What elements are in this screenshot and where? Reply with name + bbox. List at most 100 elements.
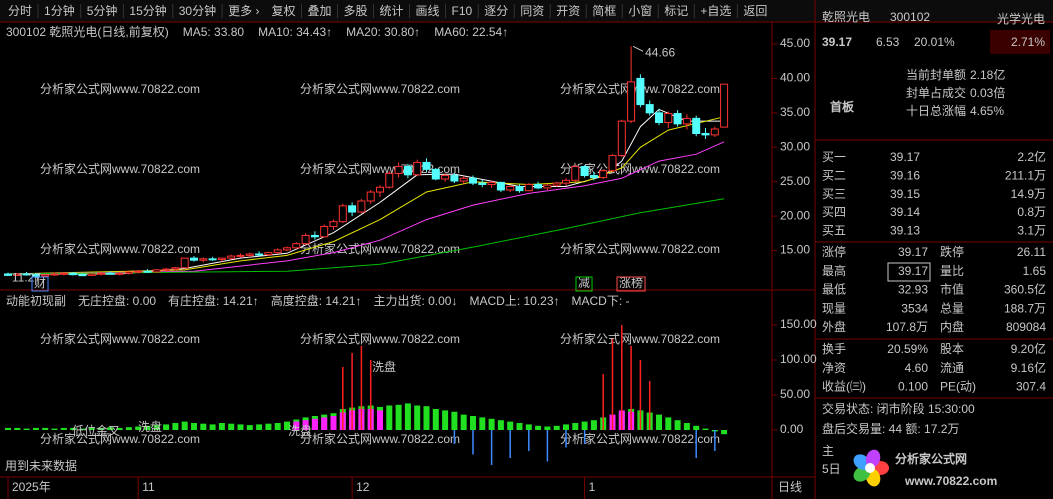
indicator-bar <box>5 427 11 430</box>
toolbar-button[interactable]: 15分钟 <box>129 3 166 18</box>
date-label: 1 <box>589 480 596 494</box>
stat-value: 20.59% <box>887 342 928 356</box>
toolbar-button[interactable]: 同资 <box>520 4 544 18</box>
toolbar-button[interactable]: 简框 <box>592 4 616 18</box>
logo-url: www.70822.com <box>904 474 997 488</box>
book-volume: 211.1万 <box>1005 168 1046 182</box>
stat-label: 最高 <box>822 263 846 278</box>
candle-body <box>394 166 403 174</box>
seal-value: 2.18亿 <box>970 67 1005 82</box>
candle-body <box>310 234 319 238</box>
indicator-bar <box>237 424 244 430</box>
seal-value: 4.65% <box>970 104 1004 118</box>
indicator-label: 用到未来数据 <box>5 458 77 473</box>
toolbar-button[interactable]: 分时 <box>8 4 32 18</box>
candle-body <box>50 273 59 276</box>
indicator-bar <box>246 425 253 430</box>
change-pct: 20.01% <box>914 35 955 49</box>
indicator-bar <box>544 426 551 430</box>
candle-body <box>97 272 105 275</box>
toolbar-button[interactable]: 30分钟 <box>179 3 216 18</box>
candle-body <box>190 257 198 261</box>
candle-body <box>403 166 412 176</box>
low-label: 11.27 <box>12 270 41 284</box>
indicator-bar <box>656 414 662 430</box>
indicator-bar <box>284 421 290 430</box>
indicator-bar <box>302 420 309 430</box>
candle-body <box>78 274 87 277</box>
candle-body <box>22 273 31 276</box>
indicator-bar <box>107 427 114 430</box>
indicator-bar <box>42 427 49 430</box>
candle-body <box>673 113 682 125</box>
indicator-bar <box>70 427 77 430</box>
indicator-bar <box>525 424 532 430</box>
indicator-bar <box>153 425 160 430</box>
candle-body <box>431 168 440 180</box>
stat-label: 净资 <box>822 361 846 375</box>
candle-body <box>441 175 450 180</box>
toolbar-button[interactable]: 1分钟 <box>44 3 75 18</box>
indicator-bar <box>674 420 681 430</box>
toolbar-button[interactable]: 开资 <box>556 4 580 18</box>
toolbar-button[interactable]: 标记 <box>664 4 688 18</box>
watermark: 分析家公式网www.70822.com <box>40 161 200 176</box>
candle-body <box>264 252 273 256</box>
toolbar-button[interactable]: 复权 <box>271 4 295 18</box>
toolbar-button[interactable]: +自选 <box>700 4 731 18</box>
indicator-bar <box>274 423 281 430</box>
candle-body <box>478 182 487 185</box>
indicator-bar <box>395 404 402 430</box>
sector-box[interactable] <box>990 30 1050 54</box>
indicator-bar <box>665 417 672 430</box>
indicator-bar <box>144 425 151 430</box>
indicator-bar <box>293 421 300 430</box>
candle-body <box>143 270 152 273</box>
candle-body <box>580 166 589 177</box>
indicator-bar <box>639 360 642 430</box>
toolbar-button[interactable]: 5分钟 <box>87 3 118 18</box>
stock-name: 乾照光电 <box>822 10 870 24</box>
date-label: 2025年 <box>12 480 51 494</box>
indicator-bar <box>460 414 467 430</box>
candle-body <box>599 170 608 179</box>
indicator-bar <box>648 381 651 430</box>
candle-body <box>385 172 394 188</box>
chart-marker: 涨榜 <box>619 275 643 290</box>
toolbar-button[interactable]: 叠加 <box>307 4 331 18</box>
indicator-bar <box>51 428 58 430</box>
toolbar-button[interactable]: 画线 <box>416 4 440 18</box>
indicator-bar <box>528 430 530 451</box>
toolbar-button[interactable]: 统计 <box>380 4 404 18</box>
toolbar-button[interactable]: 逐分 <box>484 4 508 18</box>
watermark: 分析家公式网www.70822.com <box>40 81 200 96</box>
stat-value: 26.11 <box>1017 245 1046 259</box>
stat-value: 107.8万 <box>886 320 928 334</box>
indicator-bar <box>342 367 344 430</box>
indicator-bar <box>535 425 542 430</box>
indicator-bar <box>60 427 67 430</box>
candle-body <box>692 117 701 135</box>
candle-body <box>422 161 431 170</box>
candle-body <box>152 269 161 273</box>
toolbar-button[interactable]: 更多 › <box>228 4 259 18</box>
candle-body <box>589 175 598 179</box>
y-tick-label: 35.00 <box>780 105 810 119</box>
stat-value: 9.20亿 <box>1011 341 1046 356</box>
toolbar-button[interactable]: 多股 <box>343 4 367 18</box>
y-tick-label: 40.00 <box>780 71 810 85</box>
stat-label: 量比 <box>940 264 964 278</box>
toolbar-button[interactable]: 小窗 <box>628 4 652 18</box>
toolbar-button[interactable]: 返回 <box>743 4 767 18</box>
candle-body <box>413 161 422 176</box>
candle-body <box>301 234 310 245</box>
stat-label: 换手 <box>822 342 846 356</box>
book-volume: 14.9万 <box>1011 187 1046 201</box>
candle-body <box>4 273 12 276</box>
stat-label: 市值 <box>940 282 964 297</box>
stat-label: 外盘 <box>822 319 846 334</box>
indicator-bar <box>414 405 421 430</box>
indicator-bar <box>256 424 263 430</box>
indicator-bar <box>693 425 700 430</box>
toolbar-button[interactable]: F10 <box>452 4 473 18</box>
